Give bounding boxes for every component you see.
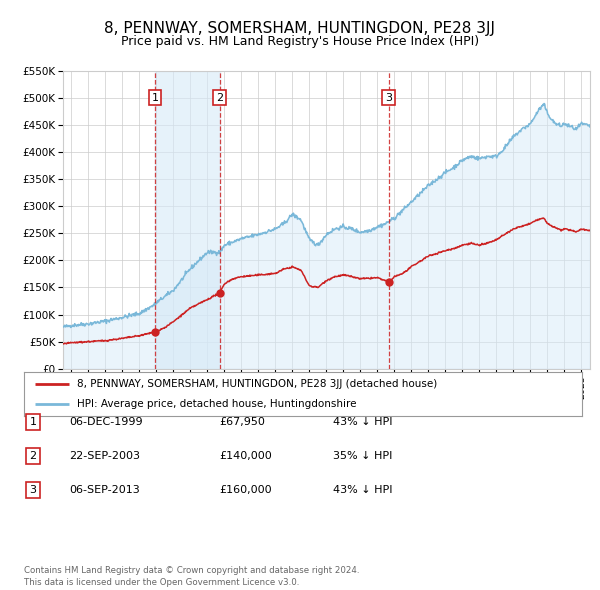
Text: 1: 1 bbox=[152, 93, 158, 103]
Text: 8, PENNWAY, SOMERSHAM, HUNTINGDON, PE28 3JJ: 8, PENNWAY, SOMERSHAM, HUNTINGDON, PE28 … bbox=[104, 21, 496, 35]
Text: £160,000: £160,000 bbox=[219, 486, 272, 495]
Text: 8, PENNWAY, SOMERSHAM, HUNTINGDON, PE28 3JJ (detached house): 8, PENNWAY, SOMERSHAM, HUNTINGDON, PE28 … bbox=[77, 379, 437, 389]
Text: 2: 2 bbox=[216, 93, 223, 103]
Text: £140,000: £140,000 bbox=[219, 451, 272, 461]
Text: HPI: Average price, detached house, Huntingdonshire: HPI: Average price, detached house, Hunt… bbox=[77, 399, 356, 408]
Text: 1: 1 bbox=[29, 417, 37, 427]
Text: 43% ↓ HPI: 43% ↓ HPI bbox=[333, 486, 392, 495]
Text: 06-SEP-2013: 06-SEP-2013 bbox=[69, 486, 140, 495]
Text: £67,950: £67,950 bbox=[219, 417, 265, 427]
Text: Contains HM Land Registry data © Crown copyright and database right 2024.
This d: Contains HM Land Registry data © Crown c… bbox=[24, 566, 359, 587]
Text: 06-DEC-1999: 06-DEC-1999 bbox=[69, 417, 143, 427]
Bar bbox=[155, 71, 220, 369]
Text: 3: 3 bbox=[385, 93, 392, 103]
Text: Price paid vs. HM Land Registry's House Price Index (HPI): Price paid vs. HM Land Registry's House … bbox=[121, 35, 479, 48]
Text: 35% ↓ HPI: 35% ↓ HPI bbox=[333, 451, 392, 461]
Text: 22-SEP-2003: 22-SEP-2003 bbox=[69, 451, 140, 461]
Text: 43% ↓ HPI: 43% ↓ HPI bbox=[333, 417, 392, 427]
Text: 3: 3 bbox=[29, 486, 37, 495]
Text: 2: 2 bbox=[29, 451, 37, 461]
